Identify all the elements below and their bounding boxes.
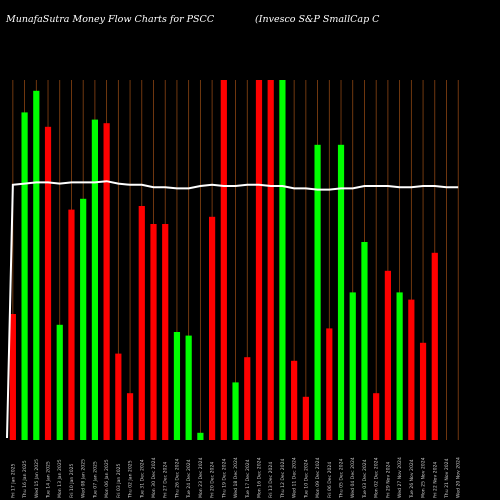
- money-flow-bar: [396, 292, 403, 440]
- chart-subtitle: (Invesco S&P SmallCap C: [255, 14, 380, 25]
- x-tick-label: Tue 17 Dec 2024: [245, 459, 251, 499]
- money-flow-bar: [314, 144, 321, 441]
- x-tick-label: Thu 16 Jan 2025: [22, 460, 28, 499]
- x-tick-label: Tue 31 Dec 2024: [139, 459, 145, 499]
- money-flow-bar: [9, 314, 16, 440]
- money-flow-bar: [361, 242, 368, 440]
- money-flow-bar: [91, 119, 98, 440]
- flow-line-layer: [6, 180, 459, 439]
- money-flow-bar: [115, 353, 122, 440]
- money-flow-bar: [232, 382, 239, 440]
- x-tick-label: Tue 03 Dec 2024: [362, 459, 368, 499]
- money-flow-bar: [326, 328, 333, 440]
- x-tick-label: Mon 25 Nov 2024: [421, 457, 427, 498]
- x-tick-label: Wed 18 Dec 2024: [233, 457, 239, 498]
- money-flow-bar: [162, 224, 169, 440]
- x-tick-label: Tue 14 Jan 2025: [46, 461, 52, 499]
- x-tick-label: Thu 05 Dec 2024: [339, 458, 345, 499]
- money-flow-bar: [56, 324, 63, 440]
- money-flow-bar: [68, 209, 75, 440]
- x-tick-label: Fri 13 Dec 2024: [268, 462, 274, 498]
- x-tick-label: Tue 26 Nov 2024: [409, 459, 415, 499]
- x-tick-label: Mon 13 Jan 2025: [57, 459, 63, 498]
- money-flow-bar: [185, 335, 192, 440]
- x-tick-label: Wed 04 Dec 2024: [350, 457, 356, 498]
- x-tick-label: Fri 06 Dec 2024: [327, 462, 333, 498]
- money-flow-bar: [291, 360, 298, 440]
- x-tick-label: Fri 03 Jan 2025: [116, 463, 122, 498]
- money-flow-bar: [384, 270, 391, 440]
- money-flow-bar: [255, 80, 263, 440]
- money-flow-bar: [103, 123, 110, 440]
- money-flow-bar: [138, 206, 145, 440]
- money-flow-bar: [419, 342, 427, 440]
- x-tick-label: Mon 23 Dec 2024: [198, 457, 204, 498]
- x-tick-label: Wed 27 Nov 2024: [397, 457, 403, 498]
- money-flow-bar: [337, 144, 345, 441]
- x-tick-label: Wed 11 Dec 2024: [292, 457, 298, 498]
- money-flow-bar: [373, 393, 380, 440]
- money-flow-bar: [150, 224, 157, 440]
- x-tick-label: Mon 09 Dec 2024: [315, 457, 321, 498]
- x-tick-labels: Fri 17 Jan 2025 Thu 16 Jan 2025 Wed 15 Jan…: [10, 457, 461, 499]
- money-flow-bar: [267, 80, 274, 440]
- money-flow-bar: [220, 80, 227, 440]
- x-tick-label: Mon 16 Dec 2024: [256, 457, 262, 498]
- x-tick-label: Thu 02 Jan 2025: [128, 460, 134, 499]
- x-tick-label: Thu 12 Dec 2024: [280, 458, 286, 499]
- money-flow-bar: [21, 112, 28, 441]
- money-flow-bars: [9, 80, 438, 441]
- x-tick-label: Mon 02 Dec 2024: [374, 457, 380, 498]
- x-tick-label: Fri 20 Dec 2024: [210, 462, 216, 498]
- x-tick-label: Mon 30 Dec 2024: [151, 457, 157, 498]
- money-flow-bar: [279, 80, 286, 440]
- x-tick-label: Tue 24 Dec 2024: [186, 459, 192, 499]
- money-flow-bar: [408, 299, 415, 440]
- money-flow-bar: [33, 90, 40, 441]
- x-tick-label: Fri 22 Nov 2024: [432, 462, 438, 498]
- money-flow-bar: [349, 292, 356, 440]
- x-tick-label: Wed 15 Jan 2025: [34, 459, 40, 498]
- x-tick-label: Fri 27 Dec 2024: [163, 462, 169, 498]
- x-tick-label: Fri 29 Nov 2024: [385, 462, 391, 498]
- money-flow-bar: [302, 396, 309, 440]
- money-flow-bar: [209, 216, 216, 440]
- chart-title: MunafaSutra Money Flow Charts for PSCC: [6, 14, 215, 25]
- x-tick-label: Wed 20 Nov 2024: [456, 457, 462, 498]
- money-flow-bar: [173, 332, 181, 440]
- x-tick-label: Fri 10 Jan 2025: [69, 463, 75, 498]
- x-tick-label: Fri 17 Jan 2025: [10, 463, 16, 498]
- money-flow-bar: [244, 357, 251, 440]
- money-flow-bar: [44, 126, 52, 441]
- money-flow-bar: [197, 432, 204, 440]
- money-flow-bar: [126, 393, 134, 440]
- x-tick-label: Thu 21 Nov 2024: [444, 458, 450, 499]
- x-tick-label: Mon 06 Jan 2025: [104, 459, 110, 498]
- x-tick-label: Thu 26 Dec 2024: [174, 458, 180, 499]
- money-flow-bar: [80, 198, 87, 440]
- money-flow-bar: [431, 252, 438, 440]
- x-tick-label: Tue 10 Dec 2024: [303, 459, 309, 499]
- x-tick-label: Tue 07 Jan 2025: [92, 461, 98, 499]
- money-flow-line: [6, 180, 459, 439]
- x-tick-label: Thu 19 Dec 2024: [221, 458, 227, 499]
- x-tick-label: Wed 08 Jan 2025: [81, 459, 87, 498]
